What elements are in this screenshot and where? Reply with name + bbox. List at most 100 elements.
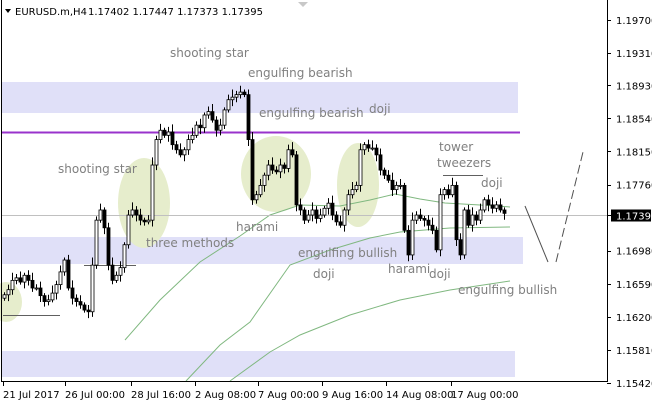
candle-body-bullish: [410, 219, 415, 256]
candle: [190, 127, 195, 144]
candle-body-bullish: [158, 129, 163, 140]
candle-body-bullish: [222, 109, 227, 126]
candle: [182, 147, 187, 162]
candle-body-bullish: [358, 149, 363, 186]
candle: [442, 187, 447, 200]
time-axis[interactable]: 21 Jul 2017 26 Jul 00:00 28 Jul 16:00 2 Aug…: [3, 381, 518, 401]
candle-body-bearish: [366, 144, 371, 149]
candle: [170, 124, 175, 150]
candle: [382, 167, 387, 180]
candle-body-bearish: [30, 279, 35, 289]
candle-body-bearish: [78, 301, 83, 306]
candle: [286, 144, 291, 173]
candle: [454, 181, 459, 247]
x-tick-label: 28 Jul 16:00: [131, 390, 191, 401]
candle-body-bearish: [458, 239, 463, 256]
candle: [290, 142, 295, 158]
candle-body-bullish: [94, 219, 99, 266]
candle: [298, 198, 303, 216]
candle: [366, 139, 371, 152]
x-tick-label: 17 Aug 00:00: [451, 390, 518, 401]
y-tick-label: 1.15420: [616, 379, 652, 390]
x-tick-label: 14 Aug 08:00: [386, 390, 453, 401]
candle-body-bearish: [390, 179, 395, 191]
candle-body-bearish: [490, 204, 495, 209]
annotation-tweezers: tweezers: [437, 156, 491, 170]
candle: [430, 217, 435, 235]
candle: [406, 225, 411, 262]
candle-body-bullish: [146, 219, 151, 223]
candle-body-bullish: [206, 111, 211, 116]
candle-body-bearish: [66, 259, 71, 289]
candle-body-bearish: [198, 124, 203, 129]
candle-body-bullish: [494, 204, 499, 209]
candle-body-bullish: [346, 194, 351, 211]
candle: [98, 203, 103, 223]
candle-body-bullish: [438, 194, 443, 251]
candle: [250, 131, 255, 205]
candle: [50, 285, 55, 303]
candle-body-bullish: [286, 149, 291, 169]
candle: [230, 89, 235, 107]
candle: [422, 215, 427, 227]
highlight-ellipse: [0, 282, 22, 322]
candle: [434, 226, 439, 253]
candle: [370, 140, 375, 151]
candle-body-bullish: [182, 149, 187, 156]
candle: [294, 151, 299, 212]
candle-body-bearish: [42, 295, 47, 302]
candle: [362, 142, 367, 155]
annotation-engulfing-bullish: engulfing bullish: [298, 246, 397, 260]
candle: [494, 201, 499, 213]
candle-body-bullish: [166, 131, 171, 136]
annotation-engulfing-bearish: engulfing bearish: [259, 106, 364, 120]
candle: [86, 304, 91, 319]
candle-body-bearish: [138, 214, 143, 221]
candle-body-bearish: [422, 218, 427, 221]
candle: [310, 202, 315, 222]
candle-body-bullish: [50, 292, 55, 301]
candle: [222, 107, 227, 129]
candle: [62, 257, 67, 276]
candle-body-bearish: [162, 129, 167, 136]
price-axis[interactable]: 1.19700 1.19310 1.18930 1.18540 1.18150 1.177…: [607, 16, 652, 390]
candle-body-bullish: [258, 184, 263, 196]
candle-body-bullish: [342, 209, 347, 226]
candle-body-bullish: [34, 287, 39, 290]
scroll-shift-marker-icon[interactable]: [298, 2, 308, 7]
candle: [214, 116, 219, 137]
candle-body-bullish: [150, 164, 155, 221]
candle: [118, 261, 123, 282]
y-tick-label: 1.16200: [616, 313, 652, 324]
candle: [102, 207, 107, 235]
candle: [218, 118, 223, 136]
candle-body-bullish: [22, 274, 27, 283]
candle-body-bearish: [446, 189, 451, 196]
candle-body-bearish: [374, 147, 379, 156]
y-tick-label: 1.17760: [616, 181, 652, 192]
annotation-three-methods: three methods: [146, 236, 234, 250]
candle: [234, 90, 239, 103]
candle-body-bullish: [46, 299, 51, 302]
candle-body-bearish: [18, 277, 23, 283]
candle-body-bullish: [218, 124, 223, 131]
candle: [302, 207, 307, 224]
y-tick-label: 1.18930: [616, 81, 652, 92]
candle: [18, 271, 23, 285]
candle-body-bullish: [414, 214, 419, 221]
projection-down-line: [524, 205, 549, 263]
candle: [266, 159, 271, 181]
candle-body-bullish: [362, 144, 367, 151]
candle: [90, 257, 95, 317]
candle-body-bullish: [118, 267, 123, 276]
candle-body-bullish: [450, 184, 455, 196]
candle: [270, 157, 275, 174]
candle-body-bullish: [230, 96, 235, 101]
ohlc-values: 1.17402 1.17447 1.17373 1.17395: [88, 7, 263, 18]
dropdown-triangle-icon[interactable]: [5, 9, 11, 13]
candle-body-bearish: [210, 111, 215, 121]
candle-body-bullish: [254, 194, 259, 201]
candle: [66, 254, 71, 291]
candle-body-bearish: [174, 144, 179, 151]
